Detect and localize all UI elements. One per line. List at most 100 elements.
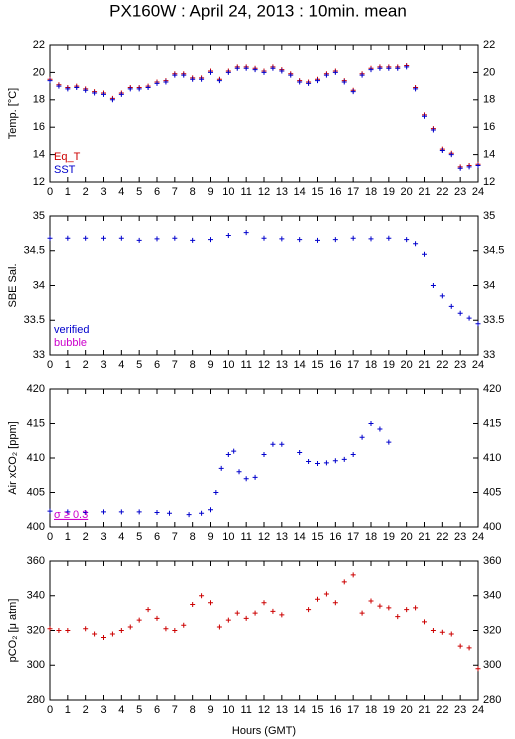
data-point [261,600,267,606]
data-point [439,147,445,153]
x-tick-label: 16 [329,186,341,198]
x-tick-label: 6 [154,531,160,543]
data-point [190,237,196,243]
x-tick-label: 0 [47,359,53,371]
y-tick-label: 360 [27,555,45,567]
y-tick-label: 410 [27,452,45,464]
y-tick-label-right: 20 [483,66,495,78]
y-tick-label-right: 405 [483,486,501,498]
x-tick-label: 1 [65,359,71,371]
x-tick-label: 7 [172,359,178,371]
data-point [377,65,383,71]
data-point [350,572,356,578]
legend-label: σ ≥ 0.3 [54,509,88,521]
x-tick-label: 8 [190,531,196,543]
data-point [163,79,169,85]
y-tick-label: 12 [33,176,45,188]
x-tick-label: 18 [365,704,377,716]
y-tick-label-right: 400 [483,521,501,533]
x-tick-label: 8 [190,704,196,716]
x-tick-label: 21 [418,186,430,198]
x-tick-label: 17 [347,704,359,716]
data-point [466,645,472,651]
data-point [448,303,454,309]
data-point [65,235,71,241]
y-tick-label-right: 420 [483,383,501,395]
data-point [225,232,231,238]
x-tick-label: 23 [454,359,466,371]
x-tick-label: 14 [294,531,306,543]
y-tick-label: 33 [33,349,45,361]
data-point [136,86,142,92]
data-point [190,601,196,607]
x-tick-label: 0 [47,531,53,543]
data-point [118,91,124,97]
data-point [252,67,258,73]
y-axis-label: pCO₂ [μ atm] [7,599,19,663]
x-tick-label: 7 [172,704,178,716]
data-point [83,626,89,632]
y-tick-label: 405 [27,486,45,498]
x-tick-label: 10 [222,531,234,543]
y-tick-label: 20 [33,66,45,78]
data-point [186,512,192,518]
data-point [368,236,374,242]
data-point [154,615,160,621]
x-tick-label: 6 [154,186,160,198]
x-tick-label: 1 [65,531,71,543]
data-point [368,598,374,604]
data-point [413,605,419,611]
x-tick-label: 13 [276,531,288,543]
x-tick-label: 23 [454,186,466,198]
data-point [181,72,187,78]
x-tick-label: 14 [294,359,306,371]
x-tick-label: 22 [436,531,448,543]
x-tick-label: 17 [347,359,359,371]
data-point [234,65,240,71]
x-tick-label: 15 [311,359,323,371]
x-tick-label: 12 [258,359,270,371]
y-tick-label: 14 [33,149,45,161]
data-point [439,629,445,635]
x-tick-label: 21 [418,531,430,543]
y-tick-label-right: 360 [483,555,501,567]
y-tick-label-right: 34.5 [483,245,504,257]
data-point [422,251,427,257]
data-point [323,591,329,597]
data-point [208,237,213,243]
data-point [332,237,338,243]
plot-frame [49,388,479,528]
data-point [243,476,249,482]
x-tick-label: 12 [258,531,270,543]
x-tick-label: 4 [118,186,124,198]
data-point [56,83,62,89]
x-tick-label: 3 [100,359,106,371]
data-point [332,600,338,606]
y-tick-label: 18 [33,94,45,106]
data-point [166,510,172,516]
x-tick-label: 15 [311,704,323,716]
data-point [47,508,53,514]
y-tick-label-right: 410 [483,452,501,464]
y-tick-label-right: 14 [483,149,495,161]
x-tick-label: 5 [136,186,142,198]
x-tick-label: 12 [258,704,270,716]
data-point [448,152,454,158]
x-tick-label: 10 [222,704,234,716]
data-point [404,237,410,243]
data-point [475,163,481,169]
x-tick-label: 22 [436,704,448,716]
data-point [404,607,410,613]
data-point [332,458,338,464]
y-tick-label-right: 12 [483,176,495,188]
plot-frame [49,560,479,701]
data-point [306,458,312,464]
data-point [65,509,71,515]
data-point [199,593,205,599]
x-tick-label: 4 [118,359,124,371]
data-point [65,628,71,633]
y-tick-label: 415 [27,417,45,429]
data-point [47,626,53,632]
data-point [395,65,401,71]
y-tick-label-right: 35 [483,210,495,222]
